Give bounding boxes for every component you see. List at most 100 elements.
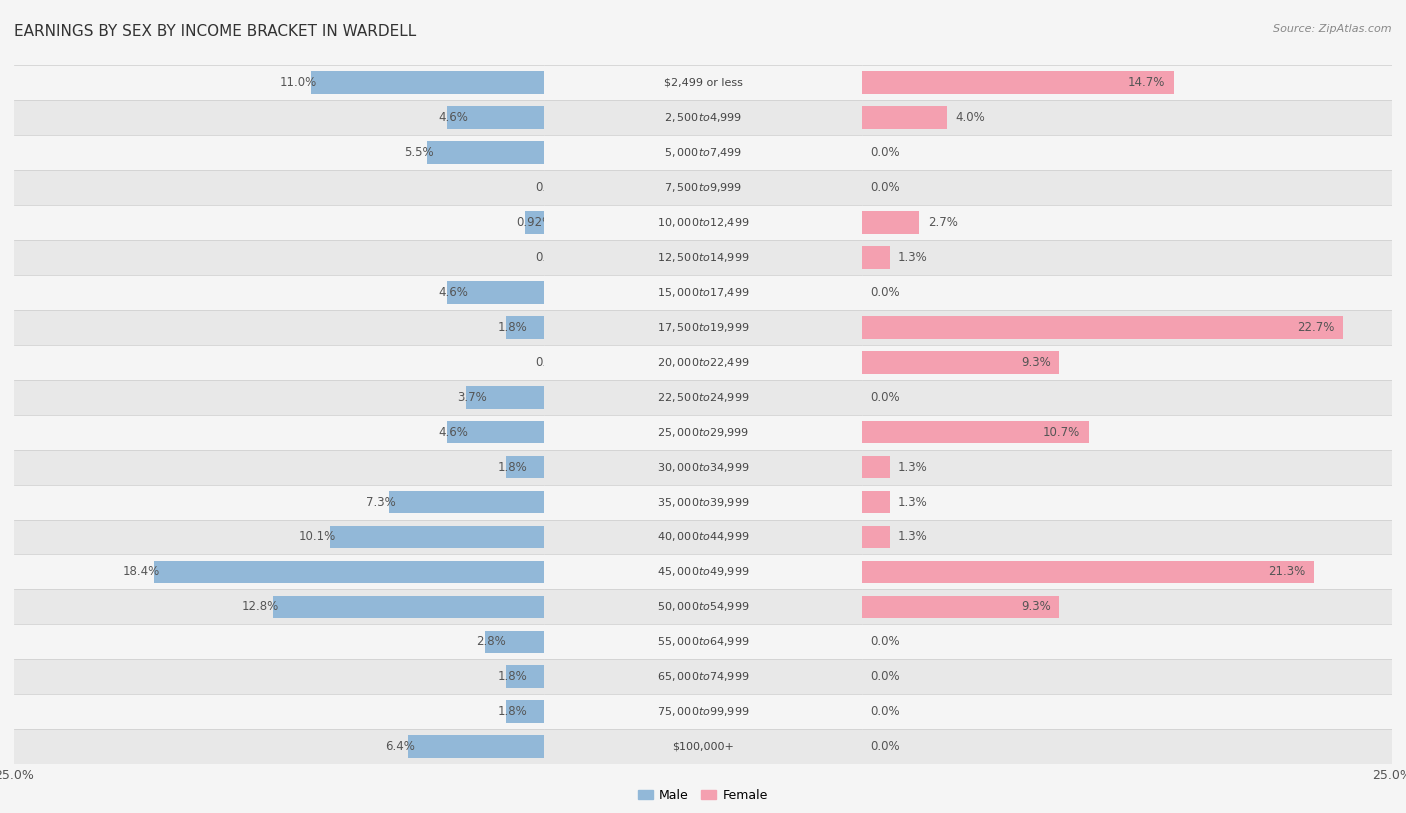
Legend: Male, Female: Male, Female: [633, 784, 773, 806]
Bar: [0, 345, 1406, 380]
Bar: [0, 624, 1406, 659]
Text: $55,000 to $64,999: $55,000 to $64,999: [657, 636, 749, 648]
Bar: [0, 205, 1406, 240]
Bar: [0, 275, 1406, 310]
Bar: [506, 456, 544, 478]
Text: 0.0%: 0.0%: [870, 146, 900, 159]
Bar: [862, 526, 890, 548]
Bar: [0, 135, 1406, 170]
Bar: [408, 736, 544, 758]
Bar: [0, 485, 1406, 520]
Bar: [0, 380, 1406, 415]
Bar: [0, 275, 1406, 310]
Bar: [0, 205, 1406, 240]
Bar: [330, 526, 544, 548]
Bar: [0, 554, 1406, 589]
Text: 1.3%: 1.3%: [898, 251, 928, 263]
Bar: [0, 729, 1406, 764]
Bar: [0, 415, 1406, 450]
Text: EARNINGS BY SEX BY INCOME BRACKET IN WARDELL: EARNINGS BY SEX BY INCOME BRACKET IN WAR…: [14, 24, 416, 39]
Bar: [0, 240, 1406, 275]
Text: 12.8%: 12.8%: [242, 601, 278, 613]
Text: 1.8%: 1.8%: [498, 321, 527, 333]
Text: 1.3%: 1.3%: [898, 496, 928, 508]
Text: 0.0%: 0.0%: [536, 181, 565, 193]
Text: 14.7%: 14.7%: [1128, 76, 1166, 89]
Bar: [0, 380, 1406, 415]
Bar: [0, 589, 1406, 624]
Text: 21.3%: 21.3%: [1268, 566, 1305, 578]
Bar: [0, 485, 1406, 520]
Bar: [0, 694, 1406, 729]
Bar: [0, 659, 1406, 694]
Bar: [862, 456, 890, 478]
Text: 5.5%: 5.5%: [404, 146, 434, 159]
Bar: [0, 310, 1406, 345]
Text: 2.7%: 2.7%: [928, 216, 957, 228]
Bar: [0, 659, 1406, 694]
Bar: [427, 141, 544, 163]
Bar: [0, 345, 1406, 380]
Text: 2.8%: 2.8%: [477, 636, 506, 648]
Bar: [862, 211, 920, 233]
Bar: [0, 729, 1406, 764]
Bar: [155, 561, 544, 583]
Text: $2,499 or less: $2,499 or less: [664, 77, 742, 88]
Text: $45,000 to $49,999: $45,000 to $49,999: [657, 566, 749, 578]
Bar: [0, 310, 1406, 345]
Bar: [0, 380, 1406, 415]
Bar: [0, 65, 1406, 100]
Bar: [0, 520, 1406, 554]
Bar: [0, 310, 1406, 345]
Text: 0.0%: 0.0%: [870, 391, 900, 403]
Text: 4.6%: 4.6%: [439, 286, 468, 298]
Text: $30,000 to $34,999: $30,000 to $34,999: [657, 461, 749, 473]
Text: $10,000 to $12,499: $10,000 to $12,499: [657, 216, 749, 228]
Text: 6.4%: 6.4%: [385, 741, 415, 753]
Bar: [0, 450, 1406, 485]
Bar: [0, 624, 1406, 659]
Text: $50,000 to $54,999: $50,000 to $54,999: [657, 601, 749, 613]
Bar: [506, 701, 544, 723]
Text: 0.0%: 0.0%: [870, 636, 900, 648]
Text: $25,000 to $29,999: $25,000 to $29,999: [657, 426, 749, 438]
Bar: [0, 694, 1406, 729]
Text: 0.0%: 0.0%: [870, 706, 900, 718]
Bar: [0, 205, 1406, 240]
Bar: [485, 631, 544, 653]
Bar: [0, 170, 1406, 205]
Bar: [862, 246, 890, 268]
Text: 18.4%: 18.4%: [124, 566, 160, 578]
Text: 22.7%: 22.7%: [1298, 321, 1334, 333]
Bar: [0, 65, 1406, 100]
Bar: [862, 72, 1174, 93]
Bar: [0, 135, 1406, 170]
Text: 9.3%: 9.3%: [1021, 356, 1050, 368]
Text: 1.3%: 1.3%: [898, 461, 928, 473]
Text: 0.0%: 0.0%: [870, 181, 900, 193]
Bar: [506, 666, 544, 688]
Bar: [862, 596, 1059, 618]
Text: 4.6%: 4.6%: [439, 111, 468, 124]
Bar: [0, 170, 1406, 205]
Bar: [0, 415, 1406, 450]
Bar: [506, 316, 544, 338]
Text: $40,000 to $44,999: $40,000 to $44,999: [657, 531, 749, 543]
Bar: [862, 561, 1313, 583]
Bar: [0, 100, 1406, 135]
Text: $17,500 to $19,999: $17,500 to $19,999: [657, 321, 749, 333]
Text: $100,000+: $100,000+: [672, 741, 734, 752]
Text: $5,000 to $7,499: $5,000 to $7,499: [664, 146, 742, 159]
Bar: [0, 624, 1406, 659]
Text: 4.6%: 4.6%: [439, 426, 468, 438]
Bar: [0, 520, 1406, 554]
Bar: [0, 554, 1406, 589]
Text: 4.0%: 4.0%: [955, 111, 986, 124]
Text: $12,500 to $14,999: $12,500 to $14,999: [657, 251, 749, 263]
Bar: [0, 415, 1406, 450]
Bar: [0, 100, 1406, 135]
Bar: [0, 589, 1406, 624]
Text: 10.7%: 10.7%: [1043, 426, 1080, 438]
Bar: [0, 589, 1406, 624]
Text: $15,000 to $17,499: $15,000 to $17,499: [657, 286, 749, 298]
